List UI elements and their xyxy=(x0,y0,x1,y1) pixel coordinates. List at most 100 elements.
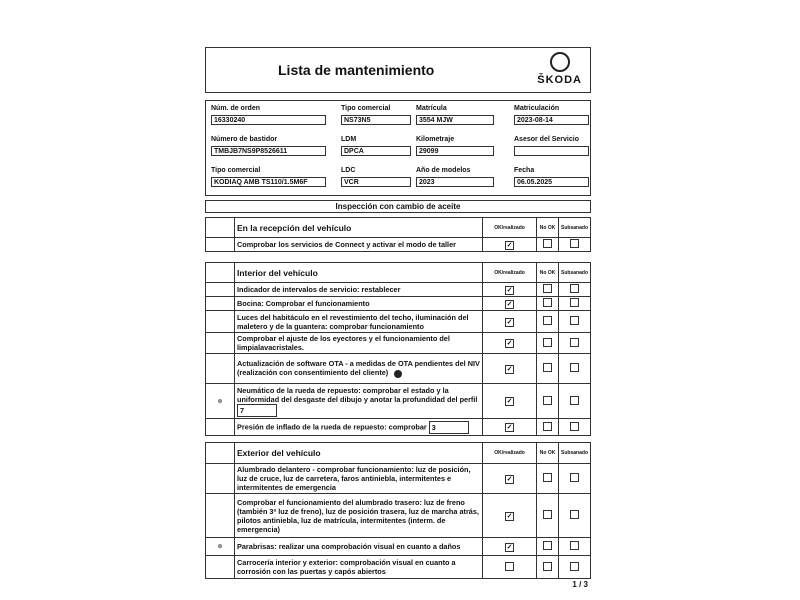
col-nok: No OK xyxy=(536,442,560,464)
row-text: Bocina: Comprobar el funcionamiento xyxy=(233,296,484,311)
field-value[interactable]: KODIAQ AMB TS110/1.5M6F xyxy=(211,177,326,187)
col-ok: OK/realizado xyxy=(482,442,538,464)
checklist-row: Comprobar el funcionamiento del alumbrad… xyxy=(205,493,591,538)
row-text: Comprobar los servicios de Connect y act… xyxy=(233,237,484,252)
row-text: Actualización de software OTA - a medida… xyxy=(233,353,484,384)
checkbox[interactable] xyxy=(570,316,580,325)
field-value[interactable]: VCR xyxy=(341,177,411,187)
field-value[interactable]: 3554 MJW xyxy=(416,115,494,125)
checkbox[interactable]: ✓ xyxy=(505,542,515,552)
checkbox[interactable] xyxy=(543,561,553,571)
value-input[interactable]: 7 xyxy=(237,403,277,417)
checkbox[interactable]: ✓ xyxy=(505,511,515,521)
table-title: En la recepción del vehículo xyxy=(233,217,484,238)
checkbox[interactable]: ✓ xyxy=(505,240,515,250)
col-sub: Subsanado xyxy=(558,262,591,283)
checkbox[interactable] xyxy=(543,510,553,519)
checkbox[interactable]: ✓ xyxy=(505,285,515,295)
checkbox[interactable] xyxy=(543,363,553,372)
checklist-row: Comprobar los servicios de Connect y act… xyxy=(205,237,591,252)
checkbox[interactable] xyxy=(543,473,553,482)
checklist-row: Bocina: Comprobar el funcionamiento ✓ xyxy=(205,296,591,311)
checkbox[interactable] xyxy=(543,284,553,293)
row-text: Comprobar el ajuste de los eyectores y e… xyxy=(233,332,484,354)
checkbox[interactable] xyxy=(543,421,553,431)
field-label: LDC xyxy=(341,167,356,174)
field-label: Fecha xyxy=(514,167,535,174)
checkbox[interactable] xyxy=(570,284,580,293)
field-label: Matriculación xyxy=(514,105,560,112)
checkbox[interactable] xyxy=(543,316,553,325)
field-value[interactable] xyxy=(514,146,589,156)
checkbox[interactable] xyxy=(570,239,580,248)
field-value[interactable]: 2023 xyxy=(416,177,494,187)
row-marker xyxy=(205,237,235,252)
checklist-table: Exterior del vehículo OK/realizado No OK S… xyxy=(205,442,591,579)
checkbox[interactable]: ✓ xyxy=(505,423,515,432)
checkbox[interactable] xyxy=(570,363,580,372)
row-text: Presión de inflado de la rueda de repues… xyxy=(233,418,484,436)
checkbox[interactable]: ✓ xyxy=(505,474,515,484)
checklist-row: Luces del habitáculo en el revestimiento… xyxy=(205,310,591,333)
row-text: Neumático de la rueda de repuesto: compr… xyxy=(233,383,484,419)
row-text: Luces del habitáculo en el revestimiento… xyxy=(233,310,484,333)
field-value[interactable]: DPCA xyxy=(341,146,411,156)
field-label: Asesor del Servicio xyxy=(514,136,579,143)
checkbox[interactable] xyxy=(570,510,580,519)
section-title: Inspección con cambio de aceite xyxy=(205,200,591,213)
checkbox[interactable]: ✓ xyxy=(505,397,515,406)
checkbox[interactable] xyxy=(543,239,553,248)
checkbox[interactable] xyxy=(570,541,580,550)
field-value[interactable]: 2023-08-14 xyxy=(514,115,589,125)
field-label: LDM xyxy=(341,136,357,143)
checkbox[interactable]: ✓ xyxy=(505,364,515,374)
checkbox[interactable] xyxy=(543,395,553,405)
checkbox[interactable] xyxy=(570,395,580,405)
checkbox[interactable] xyxy=(570,337,580,347)
row-text: Parabrisas: realizar una comprobación vi… xyxy=(233,537,484,556)
row-marker xyxy=(205,418,235,436)
row-text: Comprobar el funcionamiento del alumbrad… xyxy=(233,493,484,538)
field-label: Número de bastidor xyxy=(211,136,278,143)
field-label: Kilometraje xyxy=(416,136,455,143)
checkbox[interactable]: ✓ xyxy=(505,339,515,348)
checklist-row: Comprobar el ajuste de los eyectores y e… xyxy=(205,332,591,354)
checkbox[interactable]: ✓ xyxy=(505,317,515,327)
checkbox[interactable] xyxy=(505,561,515,571)
checkbox[interactable] xyxy=(570,473,580,482)
field-value[interactable]: TMBJB7NS9P8526611 xyxy=(211,146,326,156)
field-value[interactable]: 29099 xyxy=(416,146,494,156)
field-value[interactable]: NS73N5 xyxy=(341,115,411,125)
checkbox[interactable] xyxy=(543,298,553,307)
field-label: Matrícula xyxy=(416,105,447,112)
field-label: Tipo comercial xyxy=(211,167,261,174)
checkbox[interactable]: ✓ xyxy=(505,299,515,309)
checkbox[interactable] xyxy=(570,421,580,431)
checklist-row: ⊛ Parabrisas: realizar una comprobación … xyxy=(205,537,591,556)
row-marker: ⊛ xyxy=(205,537,235,556)
field-label: Núm. de orden xyxy=(211,105,261,112)
col-ok: OK/realizado xyxy=(482,217,538,238)
checkbox[interactable] xyxy=(543,541,553,550)
checklist-row: Alumbrado delantero - comprobar funciona… xyxy=(205,463,591,494)
row-marker xyxy=(205,463,235,494)
row-marker xyxy=(205,296,235,311)
vehicle-info: Núm. de orden 16330240 Tipo comercial NS7… xyxy=(205,100,591,196)
checklist-row: ⊛ Neumático de la rueda de repuesto: com… xyxy=(205,383,591,419)
field-value[interactable]: 16330240 xyxy=(211,115,326,125)
value-input[interactable]: 3 xyxy=(428,420,469,434)
bullet-icon xyxy=(394,369,403,378)
row-marker xyxy=(205,282,235,297)
skoda-logo: ŠKODA xyxy=(537,52,582,86)
row-marker xyxy=(205,332,235,354)
checkbox[interactable] xyxy=(543,337,553,347)
page-number: 1 / 3 xyxy=(572,580,588,589)
col-nok: No OK xyxy=(536,262,560,283)
row-text: Indicador de intervalos de servicio: res… xyxy=(233,282,484,297)
field-label: Tipo comercial xyxy=(341,105,391,112)
checkbox[interactable] xyxy=(570,561,580,571)
field-value[interactable]: 06.05.2025 xyxy=(514,177,589,187)
checkbox[interactable] xyxy=(570,298,580,307)
table-title: Interior del vehículo xyxy=(233,262,484,283)
col-ok: OK/realizado xyxy=(482,262,538,283)
